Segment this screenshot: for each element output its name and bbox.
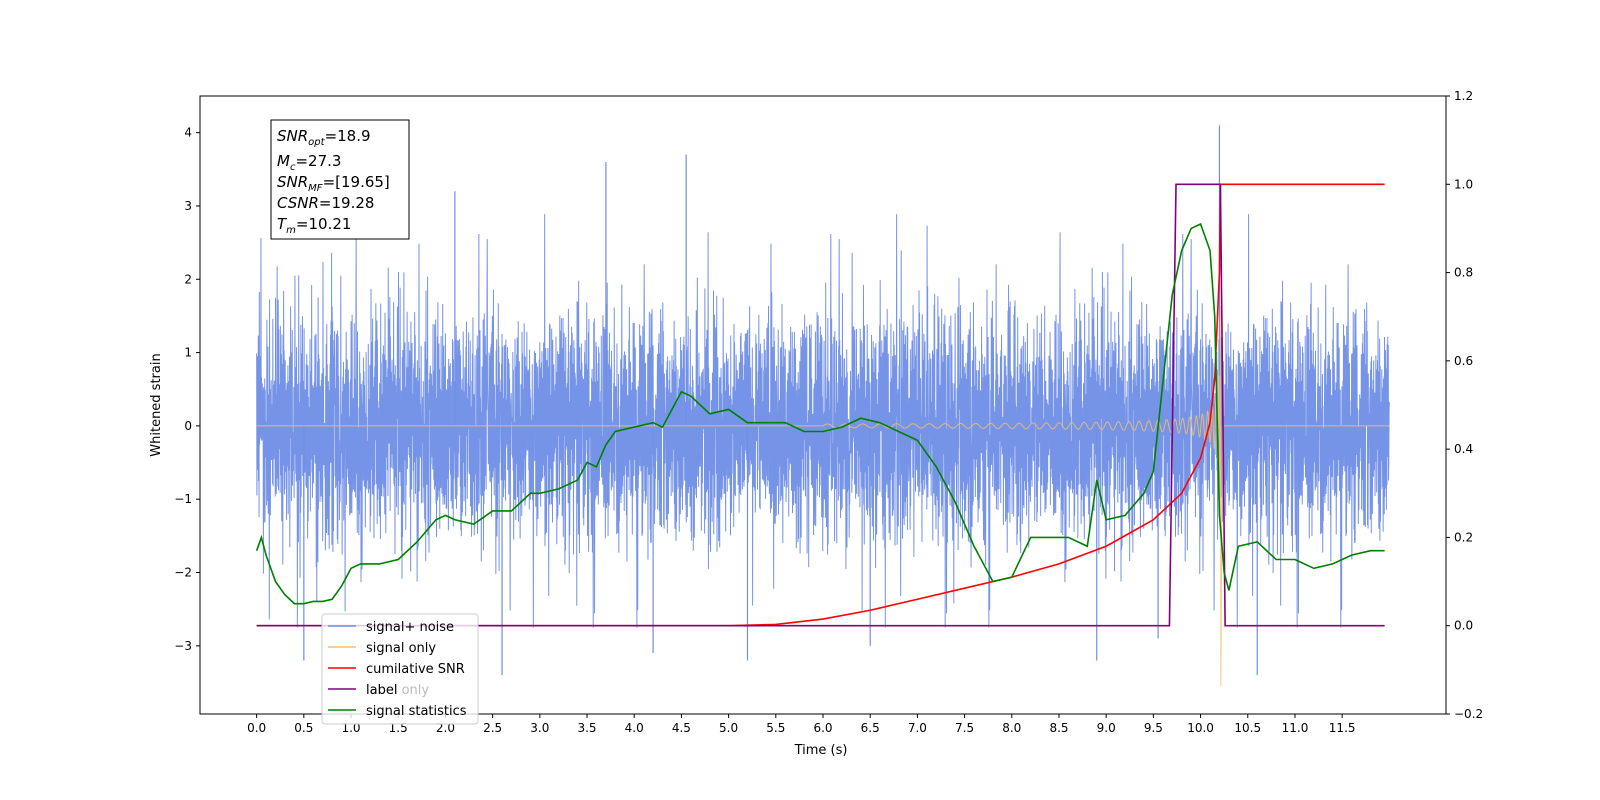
x-tick-label: 7.5	[955, 721, 974, 735]
x-tick-label: 2.5	[483, 721, 502, 735]
info-line-snr-mf-value: =[19.65]	[323, 173, 390, 191]
y-left-tick-label: 2	[184, 272, 192, 286]
y-right-tick-label: 0.0	[1454, 619, 1473, 633]
info-line-csnr-base: CSNR	[277, 194, 319, 212]
legend-frame	[321, 613, 479, 725]
info-box: SNRopt=18.9 Mc=27.3 SNRMF=[19.65] CSNR=1…	[270, 119, 410, 240]
info-line-tm-sub: m	[286, 225, 296, 236]
y-right-tick-label: 0.2	[1454, 530, 1473, 544]
info-line-snr-opt-sub: opt	[308, 137, 325, 148]
info-line-csnr-value: =19.28	[319, 194, 375, 212]
y-left-tick-label: 4	[184, 126, 192, 140]
x-tick-label: 6.0	[813, 721, 832, 735]
info-line-tm-value: =10.21	[296, 215, 352, 233]
x-tick-label: 11.5	[1329, 721, 1356, 735]
y-axis-left: −3 −2 −1 0 1 2 3 4	[174, 126, 200, 653]
x-tick-label: 3.0	[530, 721, 549, 735]
legend: signal+ noise signal only cumilative SNR…	[321, 613, 479, 725]
series-layer	[255, 125, 1390, 687]
x-tick-label: 0.5	[294, 721, 313, 735]
info-line-csnr: CSNR=19.28	[277, 194, 374, 212]
x-tick-label: 8.0	[1002, 721, 1021, 735]
y-left-tick-label: 3	[184, 199, 192, 213]
legend-label-label-only: label only	[366, 683, 429, 698]
x-tick-label: 6.5	[861, 721, 880, 735]
info-line-mc-base: M	[277, 152, 290, 170]
y-left-tick-label: −3	[174, 639, 192, 653]
x-axis-title: Time (s)	[794, 743, 848, 758]
y-axis-right: −0.2 0.0 0.2 0.4 0.6 0.8 1.0 1.2	[1446, 89, 1483, 721]
x-tick-label: 3.5	[577, 721, 596, 735]
y-right-tick-label: 1.0	[1454, 177, 1473, 191]
x-tick-label: 4.5	[672, 721, 691, 735]
y-right-tick-label: 0.4	[1454, 442, 1473, 456]
y-left-tick-label: −1	[174, 492, 192, 506]
x-tick-label: 11.0	[1282, 721, 1309, 735]
legend-label-signal-statistics: signal statistics	[366, 704, 467, 719]
info-line-snr-mf-base: SNR	[277, 173, 308, 191]
info-line-snr-opt-base: SNR	[277, 127, 308, 145]
info-line-snr-mf: SNRMF=[19.65]	[277, 173, 390, 194]
y-left-tick-label: 1	[184, 346, 192, 360]
info-line-snr-mf-sub: MF	[308, 183, 323, 194]
x-tick-label: 5.0	[719, 721, 738, 735]
legend-label-signal-only: signal only	[366, 641, 436, 656]
info-line-mc-value: =27.3	[295, 152, 341, 170]
x-tick-label: 8.5	[1049, 721, 1068, 735]
info-line-snr-opt-value: =18.9	[325, 127, 371, 145]
info-line-snr-opt: SNRopt=18.9	[277, 127, 371, 148]
info-line-tm: Tm=10.21	[277, 215, 351, 236]
y-right-tick-label: 0.6	[1454, 354, 1473, 368]
y-left-tick-label: 0	[184, 419, 192, 433]
x-tick-label: 9.5	[1144, 721, 1163, 735]
x-axis: 0.0 0.5 1.0 1.5 2.0 2.5 3.0 3.5 4.0 4.5 5.0 5.5 6.0 6…	[247, 714, 1356, 735]
series-signal-noise-line	[256, 214, 1390, 628]
y-right-tick-label: 1.2	[1454, 89, 1473, 103]
series-signal-statistics-line	[255, 222, 1385, 605]
y-right-tick-label: 0.8	[1454, 266, 1473, 280]
x-tick-label: 10.5	[1234, 721, 1261, 735]
info-line-mc: Mc=27.3	[277, 152, 341, 173]
x-tick-label: 10.0	[1187, 721, 1214, 735]
y-left-tick-label: −2	[174, 566, 192, 580]
info-line-mc-sub: c	[290, 162, 296, 173]
x-tick-label: 0.0	[247, 721, 266, 735]
x-tick-label: 5.5	[766, 721, 785, 735]
y-right-tick-label: −0.2	[1454, 707, 1483, 721]
info-box-frame	[270, 119, 410, 240]
legend-label-label: label	[366, 683, 397, 698]
legend-label-signal-noise: signal+ noise	[366, 620, 454, 635]
y-axis-title-left: Whitened strain	[149, 353, 164, 456]
x-tick-label: 9.0	[1097, 721, 1116, 735]
x-tick-label: 7.0	[908, 721, 927, 735]
legend-label-cumulative-snr: cumilative SNR	[366, 662, 465, 677]
series-label-line	[256, 183, 1385, 627]
x-tick-label: 4.0	[625, 721, 644, 735]
info-line-tm-base: T	[277, 215, 288, 233]
